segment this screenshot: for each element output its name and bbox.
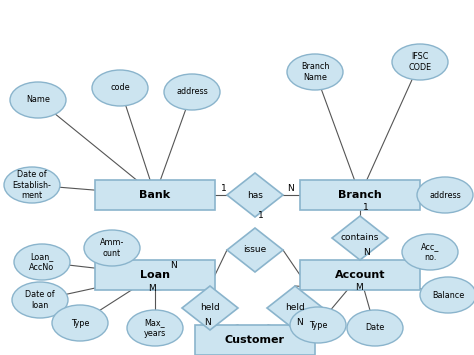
Text: Bank: Bank: [139, 190, 171, 200]
Text: Acc_
no.: Acc_ no.: [421, 242, 439, 262]
Polygon shape: [267, 286, 323, 330]
Text: N: N: [287, 184, 294, 193]
Text: Max_
years: Max_ years: [144, 318, 166, 338]
Text: Type: Type: [309, 321, 327, 329]
Ellipse shape: [4, 167, 60, 203]
Text: N: N: [204, 318, 211, 327]
Ellipse shape: [14, 244, 70, 280]
Polygon shape: [227, 173, 283, 217]
Text: Date: Date: [365, 323, 384, 333]
Ellipse shape: [12, 282, 68, 318]
Text: Account: Account: [335, 270, 385, 280]
Text: IFSC
CODE: IFSC CODE: [409, 52, 431, 72]
Text: Amm-
ount: Amm- ount: [100, 238, 124, 258]
Text: Branch: Branch: [338, 190, 382, 200]
Text: N: N: [363, 248, 370, 257]
Text: N: N: [296, 318, 303, 327]
Text: Loan: Loan: [140, 270, 170, 280]
Text: Loan_
AccNo: Loan_ AccNo: [29, 252, 55, 272]
Ellipse shape: [287, 54, 343, 90]
Text: 1: 1: [221, 184, 227, 193]
Polygon shape: [182, 286, 238, 330]
Text: issue: issue: [243, 246, 266, 255]
FancyBboxPatch shape: [300, 260, 420, 290]
Ellipse shape: [392, 44, 448, 80]
Text: Balance: Balance: [432, 290, 464, 300]
Text: held: held: [285, 304, 305, 312]
Text: held: held: [200, 304, 220, 312]
Ellipse shape: [402, 234, 458, 270]
Ellipse shape: [84, 230, 140, 266]
Polygon shape: [332, 216, 388, 260]
Text: 1: 1: [363, 203, 369, 212]
Text: Customer: Customer: [225, 335, 285, 345]
Polygon shape: [227, 228, 283, 272]
Text: M: M: [355, 283, 363, 292]
Ellipse shape: [92, 70, 148, 106]
Ellipse shape: [164, 74, 220, 110]
Ellipse shape: [420, 277, 474, 313]
Text: contains: contains: [341, 234, 379, 242]
Text: address: address: [429, 191, 461, 200]
Text: Date of
Establish-
ment: Date of Establish- ment: [13, 170, 52, 200]
Ellipse shape: [417, 177, 473, 213]
Text: has: has: [247, 191, 263, 200]
FancyBboxPatch shape: [95, 180, 215, 210]
FancyBboxPatch shape: [95, 260, 215, 290]
Text: Date of
loan: Date of loan: [25, 290, 55, 310]
FancyBboxPatch shape: [195, 325, 315, 355]
Ellipse shape: [347, 310, 403, 346]
Ellipse shape: [10, 82, 66, 118]
Text: 1: 1: [258, 211, 264, 220]
Ellipse shape: [127, 310, 183, 346]
Text: M: M: [148, 284, 156, 293]
Text: Branch
Name: Branch Name: [301, 62, 329, 82]
Text: Type: Type: [71, 318, 89, 328]
Ellipse shape: [290, 307, 346, 343]
Text: N: N: [170, 261, 177, 270]
Text: Name: Name: [26, 95, 50, 104]
Ellipse shape: [52, 305, 108, 341]
Text: address: address: [176, 87, 208, 97]
Text: code: code: [110, 83, 130, 93]
FancyBboxPatch shape: [300, 180, 420, 210]
